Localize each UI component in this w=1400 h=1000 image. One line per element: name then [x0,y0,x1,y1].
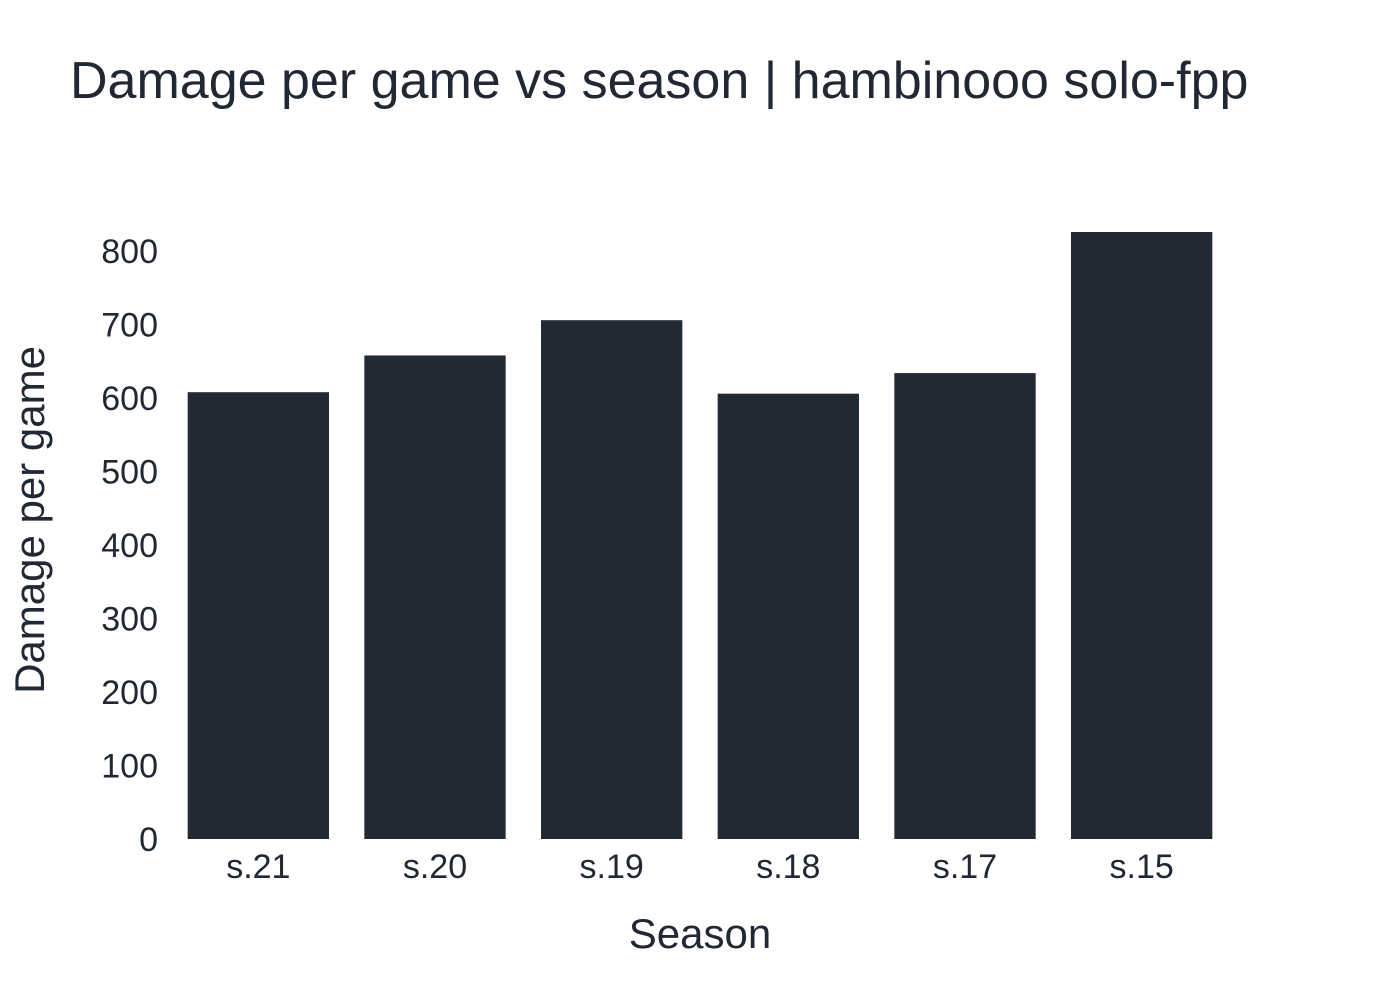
y-axis-title: Damage per game [6,346,53,694]
y-tick-label: 400 [101,527,158,565]
x-tick-label: s.19 [580,848,644,886]
x-tick-label: s.17 [933,848,997,886]
y-tick-label: 100 [101,748,158,786]
chart-title: Damage per game vs season | hambinooo so… [70,52,1248,110]
y-tick-label: 700 [101,307,158,345]
x-tick-label: s.20 [403,848,467,886]
bar-s17 [894,373,1036,839]
x-axis-title: Season [629,910,771,957]
y-tick-label: 200 [101,674,158,712]
x-tick-label: s.21 [226,848,290,886]
y-tick-label: 300 [101,601,158,639]
bar-s19 [541,320,683,839]
x-axis-ticks: s.21 s.20 s.19 s.18 s.17 s.15 [226,848,1174,886]
x-tick-label: s.18 [756,848,820,886]
y-tick-label: 800 [101,233,158,271]
bar-s18 [717,393,859,839]
bar-s15 [1071,232,1213,839]
y-axis-ticks: 0 100 200 300 400 500 600 700 800 [101,233,158,859]
y-tick-label: 600 [101,380,158,418]
y-tick-label: 0 [139,821,158,859]
bar-s21 [187,392,329,839]
x-tick-label: s.15 [1110,848,1174,886]
y-tick-label: 500 [101,454,158,492]
bar-s20 [364,355,506,839]
bars [187,232,1213,839]
